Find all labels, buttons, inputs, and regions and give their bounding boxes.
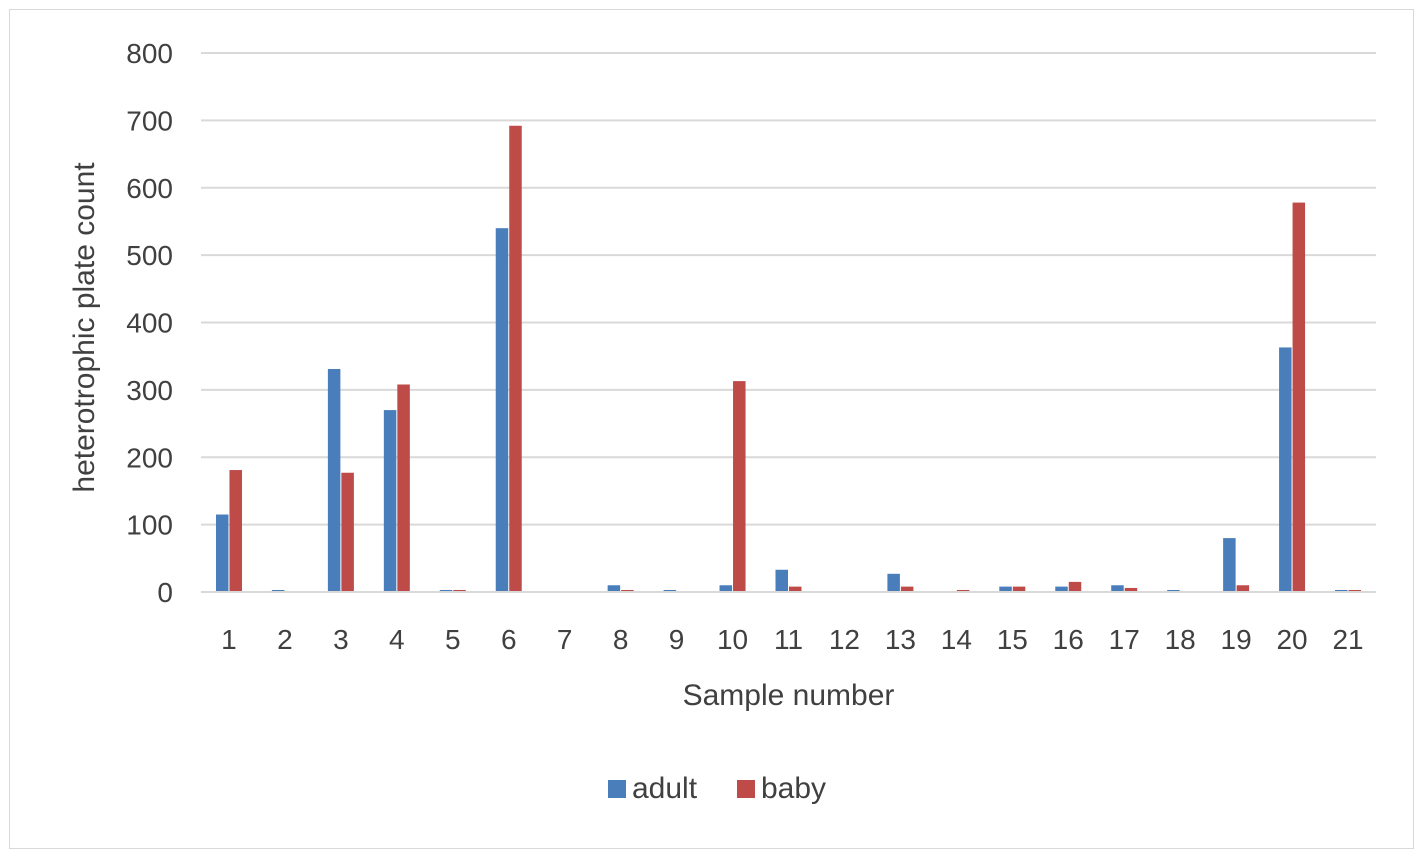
bar-adult	[999, 586, 1012, 592]
bar-baby	[1236, 585, 1250, 592]
y-tick-label: 600	[126, 173, 173, 204]
y-tick-label: 100	[126, 510, 173, 541]
bar-adult	[775, 569, 788, 592]
bar-baby	[1124, 587, 1138, 592]
bar-adult	[1279, 347, 1292, 592]
legend-swatch-baby	[737, 780, 755, 798]
bar-adult	[271, 589, 285, 592]
x-tick-label: 7	[557, 624, 573, 655]
x-tick-label: 17	[1109, 624, 1140, 655]
y-tick-label: 400	[126, 308, 173, 339]
legend-swatch-adult	[608, 780, 626, 798]
bar-baby	[397, 384, 410, 592]
chart-frame: 0 100 200 300 400 500 600 700 800 1 2 3 4 5 6 7 8 9 10 11 1…	[9, 9, 1414, 849]
bar-adult	[607, 585, 621, 592]
y-tick-labels: 0 100 200 300 400 500 600 700 800	[126, 38, 173, 608]
bar-adult	[1167, 589, 1180, 592]
y-tick-label: 0	[157, 577, 173, 608]
y-axis-title: heterotrophic plate count	[68, 162, 101, 493]
bar-baby	[453, 589, 466, 592]
bar-baby	[733, 381, 746, 592]
bar-adult	[1111, 585, 1124, 592]
x-tick-label: 11	[774, 624, 803, 655]
bar-adult	[495, 228, 509, 593]
bar-adult	[719, 585, 733, 592]
bar-adult	[215, 514, 229, 592]
x-tick-label: 9	[669, 624, 685, 655]
x-tick-label: 18	[1165, 624, 1196, 655]
x-tick-label: 8	[613, 624, 629, 655]
bar-adult	[887, 573, 900, 592]
legend-label-adult: adult	[632, 772, 698, 805]
bars	[215, 125, 1362, 593]
x-tick-label: 20	[1276, 624, 1307, 655]
x-tick-label: 1	[221, 624, 237, 655]
x-tick-label: 2	[277, 624, 293, 655]
x-tick-label: 13	[885, 624, 916, 655]
gridlines	[201, 52, 1376, 526]
bar-adult	[663, 589, 677, 592]
x-tick-label: 3	[333, 624, 349, 655]
y-tick-label: 200	[126, 442, 173, 473]
x-tick-label: 21	[1332, 624, 1363, 655]
x-tick-label: 6	[501, 624, 517, 655]
bar-baby	[900, 586, 914, 592]
y-tick-label: 700	[126, 105, 173, 136]
bar-baby	[789, 586, 802, 592]
bar-baby	[1012, 586, 1026, 592]
x-tick-label: 15	[997, 624, 1028, 655]
bar-adult	[1055, 586, 1068, 592]
bar-baby	[621, 589, 634, 592]
x-axis-title: Sample number	[683, 679, 895, 712]
bar-baby	[229, 470, 242, 592]
x-tick-label: 16	[1053, 624, 1084, 655]
y-tick-label: 300	[126, 375, 173, 406]
x-tick-label: 12	[829, 624, 860, 655]
x-tick-label: 14	[941, 624, 972, 655]
x-tick-label: 5	[445, 624, 461, 655]
x-tick-labels: 1 2 3 4 5 6 7 8 9 10 11 12 13 14 15 16 17 18 19 20 21	[221, 624, 1363, 655]
bar-baby	[1348, 589, 1362, 592]
x-tick-label: 10	[717, 624, 748, 655]
bar-baby	[509, 125, 522, 592]
bar-adult	[383, 410, 397, 592]
bar-baby	[341, 472, 354, 592]
bar-adult	[1223, 538, 1236, 592]
bar-adult	[439, 589, 453, 592]
y-tick-label: 800	[126, 38, 173, 69]
x-tick-label: 4	[389, 624, 405, 655]
legend-label-baby: baby	[761, 772, 826, 805]
bar-baby	[1068, 581, 1082, 592]
x-tick-label: 19	[1221, 624, 1252, 655]
bar-baby	[956, 589, 970, 592]
bar-adult	[327, 368, 341, 592]
bar-adult	[1335, 589, 1348, 592]
bar-baby	[1292, 202, 1306, 592]
y-tick-label: 500	[126, 240, 173, 271]
legend: adult baby	[608, 772, 826, 805]
